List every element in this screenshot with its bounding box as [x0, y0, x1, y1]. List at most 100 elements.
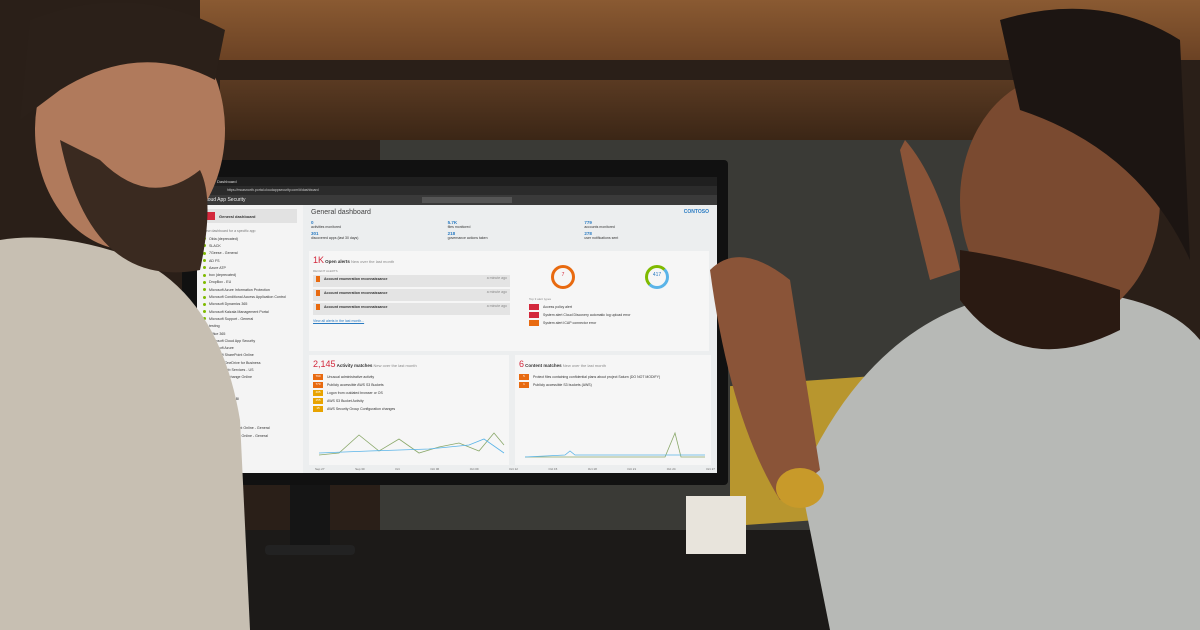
- brand-logo: CONTOSO: [683, 209, 709, 215]
- sidebar-caption: View dashboard for a specific app: [203, 229, 256, 233]
- alert-item[interactable]: Account enumeration reconnaissance a minu…: [313, 303, 510, 315]
- sidebar-item[interactable]: 7Geese - General: [203, 250, 297, 257]
- view-all-alerts-link[interactable]: View all alerts in the last month...: [313, 319, 365, 323]
- status-dot-icon: [203, 310, 206, 314]
- status-dot-icon: [203, 251, 206, 255]
- recent-label: RECENT ALERTS: [313, 269, 338, 273]
- app-header: Cloud App Security: [197, 195, 717, 205]
- type-value: 417: [652, 272, 662, 278]
- alert-title: Account enumeration reconnaissance: [324, 276, 388, 281]
- status-dot-icon: [203, 317, 206, 321]
- series-line: [525, 431, 705, 458]
- series-line: [318, 432, 505, 456]
- stat-value[interactable]: 5.7K: [447, 220, 458, 225]
- stat-value[interactable]: 301: [311, 231, 319, 236]
- monitor-base: [265, 545, 355, 555]
- sidebar-item[interactable]: Microsoft Conditional Access Application…: [203, 293, 297, 300]
- top-alert-label: Access policy alert: [543, 305, 572, 309]
- stat-value[interactable]: 779: [584, 220, 592, 225]
- sidebar-item-label: Okta (deprecated): [209, 236, 238, 241]
- content-panel: 6 Content matches New over the last mont…: [515, 355, 711, 465]
- axis-tick-label: Oct 18: [587, 467, 597, 471]
- alert-item[interactable]: Account enumeration reconnaissance a minu…: [313, 275, 510, 287]
- x-axis-labels: Sep 27 Sep 30 Oct Oct 06 Oct 09 Oct 12 Oct 15 O…: [315, 467, 715, 471]
- activity-panel: 2,145 Activity matches New over the last…: [309, 355, 509, 465]
- sidebar-item[interactable]: Microsoft Dynamics 365: [203, 301, 297, 308]
- top-alert-type[interactable]: System alert Cloud Discovery automatic l…: [529, 311, 631, 319]
- content-count-badge: 5: [519, 374, 529, 380]
- activity-chart: [318, 432, 505, 456]
- activity-row[interactable]: 15 AWS Security Group Configuration chang…: [313, 405, 505, 413]
- axis-tick-label: Oct 15: [548, 467, 558, 471]
- activity-count-badge: 155: [313, 398, 323, 404]
- sidebar-item[interactable]: SLACK: [203, 242, 297, 249]
- sidebar-item-label: Microsoft OneDrive for Business: [209, 360, 261, 365]
- stat-item: 779 accounts monitored: [584, 220, 711, 229]
- status-dot-icon: [203, 295, 206, 299]
- alert-type-ring: 417: [645, 265, 669, 289]
- severity-icon: [316, 304, 320, 310]
- alerts-title: Open alerts: [325, 259, 350, 264]
- alert-item[interactable]: Account enumeration reconnaissance a minu…: [313, 289, 510, 301]
- sidebar-item[interactable]: DropBox - EU: [203, 279, 297, 286]
- man-left: [0, 2, 250, 630]
- sidebar-item-label: Microsoft Support - General: [209, 316, 254, 321]
- top-alert-type[interactable]: Access policy alert: [529, 303, 631, 311]
- content-row[interactable]: 1 Publicly accessible S3 buckets (AWS): [519, 381, 707, 389]
- app-title: Cloud App Security: [203, 197, 246, 203]
- main-content: General dashboard CONTOSO 0 activities mo…: [305, 205, 717, 473]
- dashboard-selector[interactable]: General dashboard: [203, 209, 297, 223]
- status-dot-icon: [203, 280, 206, 284]
- series-line: [524, 450, 705, 458]
- axis-tick-label: Oct: [395, 467, 400, 471]
- activity-title: Activity matches: [336, 363, 373, 368]
- stat-item: 218 governance actions taken: [448, 231, 575, 240]
- sidebar-item[interactable]: Microsoft Kaizala Management Portal: [203, 308, 297, 315]
- activity-label: Logon from outdated browser or OS: [327, 391, 383, 395]
- sidebar-item[interactable]: Microsoft Support - General: [203, 315, 297, 322]
- stat-item: 0 activities monitored: [311, 220, 438, 229]
- alerts-panel: 1K Open alerts New over the last month R…: [309, 251, 709, 351]
- activity-row[interactable]: 770 Publicly accessible AWS S3 Buckets: [313, 381, 505, 389]
- stat-value[interactable]: 278: [584, 231, 592, 236]
- search-input[interactable]: [422, 197, 512, 203]
- activity-count-badge: 405: [313, 390, 323, 396]
- sidebar-item[interactable]: box (deprecated): [203, 271, 297, 278]
- series-line: [318, 438, 505, 454]
- stat-label: accounts monitored: [584, 225, 615, 229]
- sidebar-item-label: Microsoft Azure: [209, 346, 234, 351]
- stats-grid: 0 activities monitored 5.7K files monitored…: [311, 220, 711, 240]
- stat-value[interactable]: 0: [311, 220, 314, 225]
- content-label: Publicly accessible S3 buckets (AWS): [533, 383, 592, 387]
- activity-row[interactable]: 405 Logon from outdated browser or OS: [313, 389, 505, 397]
- stat-item: 278 user notifications sent: [584, 231, 711, 240]
- sidebar-item-label: Microsoft Dynamics 365: [209, 302, 248, 307]
- sidebar-item-label: Office 365: [209, 331, 226, 336]
- axis-tick-label: Oct 24: [666, 467, 676, 471]
- stat-label: activities monitored: [311, 225, 341, 229]
- activity-label: AWS S3 Bucket Activity: [327, 399, 364, 403]
- alert-type-icon: [529, 304, 539, 310]
- stat-value[interactable]: 218: [447, 231, 456, 236]
- sidebar-item[interactable]: Microsoft Azure Information Protection: [203, 286, 297, 293]
- browser-tab[interactable]: Dashboard: [197, 177, 717, 186]
- alert-time: a minute ago: [486, 276, 507, 280]
- content-row[interactable]: 5 Protect files containing confidential p…: [519, 373, 707, 381]
- alert-type-icon: [529, 312, 539, 318]
- sidebar-item-label: Microsoft Azure Information Protection: [209, 287, 270, 292]
- axis-tick-label: Oct 09: [469, 467, 479, 471]
- monitor-screen: Dashboard https://mcasnorth.portal.cloud…: [197, 177, 717, 473]
- sidebar-item-label: Amazon Web Services - US: [209, 367, 254, 372]
- top-alert-type[interactable]: System alert ICAP connector error: [529, 319, 631, 327]
- activity-count: 2,145: [313, 359, 336, 369]
- activity-row[interactable]: 155 AWS S3 Bucket Activity: [313, 397, 505, 405]
- sidebar-item-label: Microsoft Exchange Online: [209, 375, 252, 380]
- sidebar-item-label: Microsoft Kaizala Management Portal: [209, 309, 269, 314]
- severity-ring: 7: [551, 265, 575, 289]
- sidebar-item[interactable]: Azure ATP: [203, 264, 297, 271]
- activity-row[interactable]: 790 Unusual administrative activity: [313, 373, 505, 381]
- axis-tick-label: Oct 27: [706, 467, 715, 471]
- address-bar[interactable]: https://mcasnorth.portal.cloudappsecurit…: [197, 186, 717, 195]
- sidebar-item[interactable]: AD FS: [203, 257, 297, 264]
- sidebar-item-label: AD FS: [209, 258, 220, 263]
